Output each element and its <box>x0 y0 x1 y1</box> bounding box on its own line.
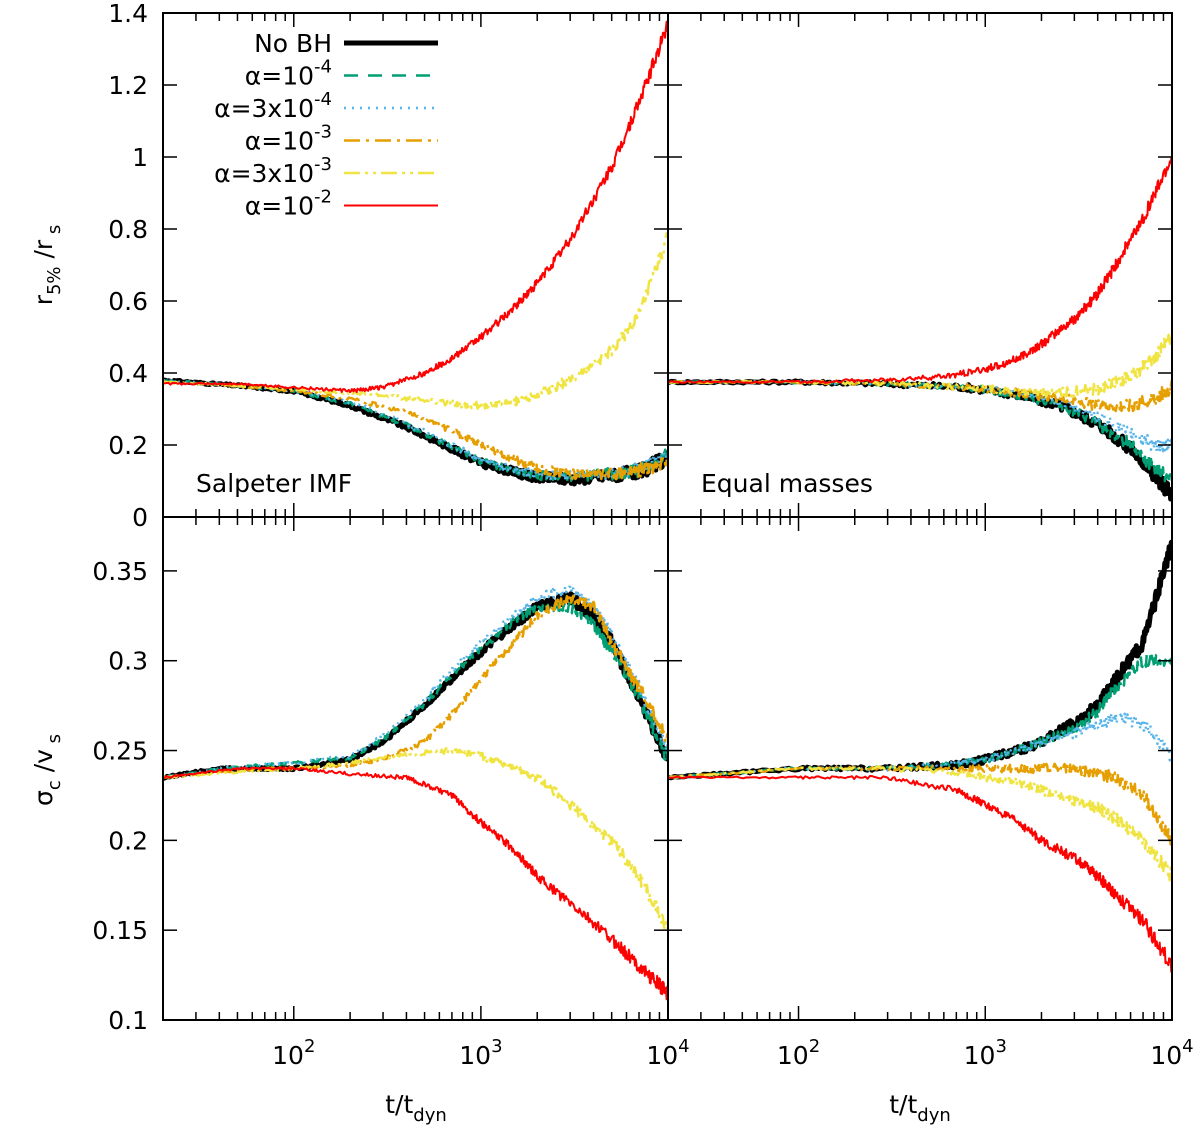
legend-label: α=3x10-4 <box>214 89 332 123</box>
series-line-a1e3 <box>668 762 1172 846</box>
y-tick-label: 0.6 <box>108 287 148 316</box>
series-line-a1e4 <box>668 653 1172 779</box>
legend-label: α=10-4 <box>245 57 332 91</box>
series-line-a1e2 <box>163 20 668 394</box>
series-line-a3e3 <box>163 746 668 931</box>
y-tick-label: 0.2 <box>108 826 148 855</box>
y-tick-label: 0 <box>132 503 148 532</box>
series-line-a3e3 <box>668 333 1172 399</box>
series-line-a1e4 <box>668 379 1172 484</box>
x-tick-label: 104 <box>646 1036 689 1070</box>
x-tick-label: 104 <box>1150 1036 1193 1070</box>
x-tick-label: 102 <box>272 1036 315 1070</box>
panels-layer: 0 0.2 0.4 0.6 0.8 1 1.2 1.4 Salpeter IMF Equal ma… <box>92 0 1193 1070</box>
y-tick-label: 1.4 <box>108 0 148 28</box>
panel-top-right: Equal masses <box>667 12 1173 518</box>
series-line-nobh <box>668 539 1172 781</box>
y-tick-label: 0.4 <box>108 359 148 388</box>
series-line-a3e3 <box>668 765 1172 882</box>
y-tick-label: 0.3 <box>108 647 148 676</box>
panel-frame <box>162 12 669 518</box>
panel-frame <box>667 516 1173 1021</box>
series-line-a3e4 <box>163 584 668 779</box>
legend-label: α=3x10-3 <box>214 154 332 188</box>
svg-text:σc /v s: σc /v s <box>29 734 65 806</box>
series-line-a1e2 <box>668 775 1172 973</box>
panel-bottom-left: 102 103 104 0.1 0.15 0.2 0.25 0.3 0.35 <box>92 516 690 1070</box>
legend-item-a1e4: α=10-4 <box>245 57 438 91</box>
series-line-a3e4 <box>668 711 1172 780</box>
legend-label: α=10-2 <box>245 187 332 221</box>
y-tick-label: 0.8 <box>108 215 148 244</box>
svg-text:t/tdyn: t/tdyn <box>385 1090 447 1126</box>
series-group <box>668 539 1172 973</box>
series-line-a1e2 <box>668 156 1172 384</box>
legend-item-nobh: No BH <box>254 29 438 58</box>
series-line-a3e3 <box>163 231 668 410</box>
legend-item-a1e2: α=10-2 <box>245 187 438 221</box>
panel-frame <box>667 12 1173 518</box>
y-tick-label: 0.15 <box>92 916 148 945</box>
series-line-a3e4 <box>163 378 668 482</box>
series-line-a1e4 <box>163 379 668 484</box>
series-group <box>163 584 668 1001</box>
y-tick-label: 0.2 <box>108 431 148 460</box>
y-tick-label: 1 <box>132 143 148 172</box>
series-line-a1e3 <box>668 379 1172 413</box>
legend-item-a1e3: α=10-3 <box>245 122 438 156</box>
y-tick-label: 0.25 <box>92 737 148 766</box>
series-group <box>668 156 1172 502</box>
legend: No BHα=10-4α=3x10-4α=10-3α=3x10-3α=10-2 <box>214 29 438 221</box>
panel-annotation: Salpeter IMF <box>196 469 352 498</box>
panel-bottom-right: 102 103 104 <box>667 516 1194 1070</box>
y-axis-label-bottom: σc /v s <box>29 734 65 806</box>
legend-label: No BH <box>254 29 332 58</box>
x-axis-label-left: t/tdyn <box>385 1090 447 1126</box>
y-axis-label-top: r5% /r s <box>29 225 65 306</box>
legend-item-a3e4: α=3x10-4 <box>214 89 438 123</box>
panel-annotation: Equal masses <box>701 469 873 498</box>
x-tick-label: 103 <box>459 1036 502 1070</box>
series-line-nobh <box>163 591 668 781</box>
y-tick-label: 0.1 <box>108 1006 148 1035</box>
legend-label: α=10-3 <box>245 122 332 156</box>
x-axis-label-right: t/tdyn <box>889 1090 951 1126</box>
y-tick-label: 0.35 <box>92 557 148 586</box>
y-tick-label: 1.2 <box>108 71 148 100</box>
legend-item-a3e3: α=3x10-3 <box>214 154 438 188</box>
series-group <box>163 20 668 487</box>
series-line-a1e2 <box>163 766 668 1001</box>
series-line-a1e4 <box>163 600 668 779</box>
x-tick-label: 103 <box>964 1036 1007 1070</box>
svg-text:t/tdyn: t/tdyn <box>889 1090 951 1126</box>
svg-text:r5% /r s: r5% /r s <box>29 225 65 306</box>
panel-top-left: 0 0.2 0.4 0.6 0.8 1 1.2 1.4 Salpeter IMF <box>108 0 669 532</box>
x-tick-label: 102 <box>777 1036 820 1070</box>
